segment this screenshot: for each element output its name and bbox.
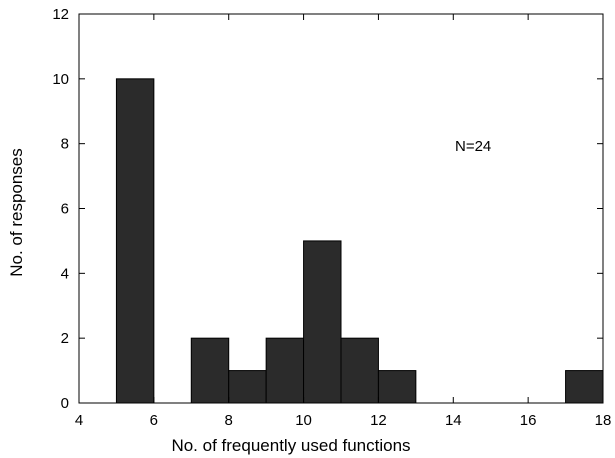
x-tick-label: 18 bbox=[595, 412, 612, 429]
y-tick-label: 0 bbox=[61, 395, 69, 412]
histogram-bar bbox=[377, 370, 417, 404]
x-axis-label: No. of frequently used functions bbox=[171, 436, 410, 455]
histogram-bar bbox=[265, 337, 305, 404]
histogram-bar bbox=[565, 370, 604, 404]
y-axis-ticks: 0 2 4 6 8 10 12 bbox=[52, 6, 603, 412]
x-tick-label: 6 bbox=[150, 412, 158, 429]
histogram-bar bbox=[228, 370, 267, 404]
x-tick-label: 16 bbox=[520, 412, 537, 429]
sample-size-annotation: N=24 bbox=[455, 138, 491, 155]
y-tick-label: 10 bbox=[52, 71, 69, 88]
x-axis-ticks: 4 6 8 10 12 14 16 18 bbox=[75, 14, 612, 429]
x-tick-label: 14 bbox=[445, 412, 462, 429]
y-tick-label: 4 bbox=[61, 265, 69, 282]
x-tick-label: 4 bbox=[75, 412, 83, 429]
y-tick-label: 2 bbox=[61, 330, 69, 347]
y-tick-label: 12 bbox=[52, 6, 69, 23]
histogram-bar bbox=[115, 78, 155, 404]
histogram-bar bbox=[190, 337, 230, 404]
y-tick-label: 8 bbox=[61, 136, 69, 153]
x-tick-label: 8 bbox=[225, 412, 233, 429]
x-tick-label: 10 bbox=[295, 412, 312, 429]
bars-group bbox=[115, 78, 604, 404]
y-tick-label: 6 bbox=[61, 201, 69, 218]
y-axis-label: No. of responses bbox=[7, 148, 26, 277]
histogram-bar bbox=[340, 337, 379, 404]
x-tick-label: 12 bbox=[370, 412, 387, 429]
histogram-bar bbox=[303, 240, 342, 404]
